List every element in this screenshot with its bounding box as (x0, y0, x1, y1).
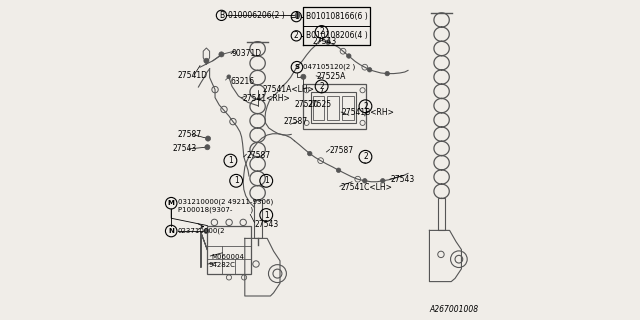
Bar (438, 198, 445, 230)
Circle shape (367, 68, 372, 72)
Circle shape (227, 75, 231, 79)
Text: 27541D: 27541D (178, 71, 207, 80)
Text: B: B (219, 11, 224, 20)
Circle shape (204, 228, 209, 234)
Circle shape (326, 40, 330, 44)
Text: 2: 2 (319, 82, 324, 91)
Text: M: M (168, 200, 175, 206)
Bar (312, 96, 324, 120)
Text: 1: 1 (294, 12, 299, 21)
Text: 1: 1 (228, 156, 233, 165)
Text: 27587: 27587 (178, 130, 202, 139)
Text: 1: 1 (264, 211, 269, 220)
Text: 047105120(2 ): 047105120(2 ) (303, 64, 356, 70)
Text: 27587: 27587 (330, 146, 354, 155)
Text: 2: 2 (363, 152, 368, 161)
Bar (207, 226, 251, 274)
Circle shape (205, 136, 211, 141)
Text: 27587: 27587 (283, 117, 307, 126)
Circle shape (204, 58, 209, 63)
Text: 023710000(2: 023710000(2 (178, 228, 225, 234)
Circle shape (347, 54, 351, 58)
Circle shape (385, 71, 389, 76)
Circle shape (219, 52, 224, 57)
Text: 2: 2 (319, 28, 324, 36)
Text: 27543: 27543 (254, 220, 278, 229)
Bar (253, 200, 262, 238)
Circle shape (337, 168, 341, 172)
Text: 94282C: 94282C (209, 262, 236, 268)
Text: 27525: 27525 (307, 100, 332, 109)
Bar (342, 96, 354, 120)
Bar (303, 84, 366, 129)
Text: 27541<RH>: 27541<RH> (243, 94, 291, 103)
Text: 1: 1 (234, 176, 239, 185)
Text: 27543: 27543 (173, 144, 197, 153)
Text: N: N (168, 228, 174, 234)
Bar (312, 92, 356, 123)
Text: 63216: 63216 (230, 77, 255, 86)
Text: 031210000(2 49211-9306): 031210000(2 49211-9306) (178, 199, 273, 205)
Text: S: S (294, 64, 300, 70)
Circle shape (380, 179, 385, 183)
Text: 27541A<LH>: 27541A<LH> (262, 85, 314, 94)
Text: 1: 1 (264, 176, 269, 185)
Text: 27543: 27543 (313, 37, 337, 46)
Circle shape (295, 13, 300, 18)
Text: M060004: M060004 (211, 254, 244, 260)
Text: 2: 2 (294, 31, 299, 40)
Text: B010108206(4 ): B010108206(4 ) (306, 31, 367, 40)
Text: 27541C<LH>: 27541C<LH> (340, 183, 393, 192)
Text: A267001008: A267001008 (429, 305, 479, 314)
Text: 27541B<RH>: 27541B<RH> (342, 108, 395, 117)
Circle shape (362, 179, 367, 183)
Text: P100018(9307-        ): P100018(9307- ) (178, 206, 253, 213)
Text: 27543: 27543 (390, 175, 415, 184)
Text: 27525A: 27525A (317, 72, 346, 81)
Text: 2: 2 (363, 102, 368, 111)
Circle shape (307, 151, 312, 156)
Text: 90371D: 90371D (231, 49, 261, 58)
Text: 010006206(2 ): 010006206(2 ) (228, 11, 285, 20)
Circle shape (205, 145, 210, 150)
Bar (328, 96, 339, 120)
Circle shape (301, 74, 306, 79)
Text: B010108166(6 ): B010108166(6 ) (306, 12, 367, 21)
Text: 27587: 27587 (246, 151, 271, 160)
Text: 27520: 27520 (294, 100, 319, 109)
